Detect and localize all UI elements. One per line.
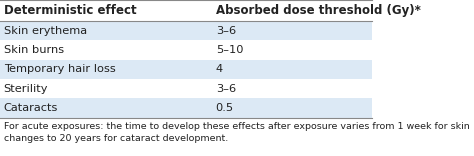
Bar <box>0 41 372 60</box>
Text: 4: 4 <box>216 64 223 74</box>
Text: 5–10: 5–10 <box>216 45 243 55</box>
Text: For acute exposures: the time to develop these effects after exposure varies fro: For acute exposures: the time to develop… <box>4 122 469 143</box>
Bar <box>0 60 372 79</box>
Text: Skin burns: Skin burns <box>4 45 64 55</box>
Text: 3–6: 3–6 <box>216 84 236 94</box>
Text: Skin erythema: Skin erythema <box>4 26 87 36</box>
Text: Sterility: Sterility <box>4 84 48 94</box>
Text: Absorbed dose threshold (Gy)*: Absorbed dose threshold (Gy)* <box>216 4 420 17</box>
Bar <box>0 21 372 41</box>
Text: 3–6: 3–6 <box>216 26 236 36</box>
Bar <box>0 98 372 118</box>
Text: Cataracts: Cataracts <box>4 103 58 113</box>
Text: 0.5: 0.5 <box>216 103 234 113</box>
Bar <box>0 79 372 98</box>
Text: Temporary hair loss: Temporary hair loss <box>4 64 116 74</box>
Text: Deterministic effect: Deterministic effect <box>4 4 137 17</box>
Bar <box>0 0 372 21</box>
